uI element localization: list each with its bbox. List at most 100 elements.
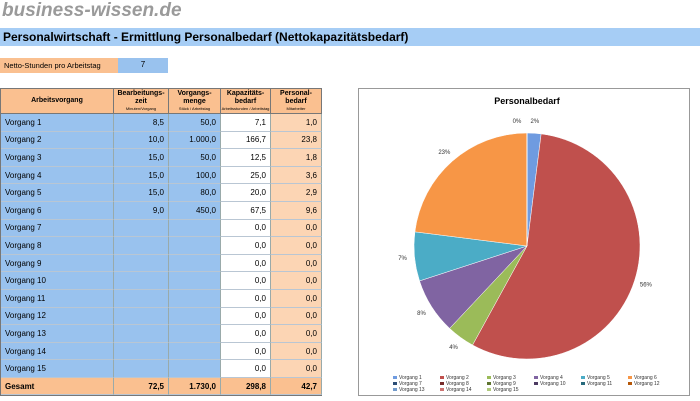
cell-value: 23,8 [271, 131, 322, 150]
legend-label: Vorgang 11 [587, 381, 612, 387]
header-text: Personal- [280, 90, 312, 97]
cell-value: 0,0 [221, 290, 271, 308]
legend-label: Vorgang 15 [493, 387, 519, 393]
data-label: 0% [513, 119, 522, 125]
cell-value: 0,0 [221, 219, 271, 238]
row-label: Vorgang 11 [1, 290, 114, 308]
legend-swatch [628, 382, 632, 385]
legend-swatch [628, 376, 632, 379]
total-label: Gesamt [1, 378, 114, 395]
data-label: 23% [438, 150, 451, 156]
cell-value: 2,9 [271, 184, 322, 202]
cell-value: 0,0 [271, 272, 322, 290]
header-text: Arbeitsvorgang [31, 97, 83, 104]
row-label: Vorgang 12 [1, 307, 114, 326]
total-value: 42,7 [271, 378, 322, 395]
cell-value: 1.000,0 [169, 131, 221, 150]
column-header: Personal-bedarf Mitarbeiter [271, 89, 322, 114]
legend-label: Vorgang 14 [446, 387, 472, 393]
cell-value: 0,0 [271, 290, 322, 308]
legend-label: Vorgang 13 [399, 387, 425, 393]
header-unit: Mitarbeiter [286, 106, 306, 111]
column-header: Bearbeitungs-zeit Minuten/Vorgang [114, 89, 169, 114]
total-value: 72,5 [114, 378, 169, 395]
legend-label: Vorgang 4 [540, 375, 563, 381]
legend-swatch [581, 382, 585, 385]
cell-value: 3,6 [271, 166, 322, 185]
legend-label: Vorgang 9 [493, 381, 516, 387]
header-text: zeit [135, 98, 147, 105]
cell-value [114, 360, 169, 378]
cell-value: 80,0 [169, 184, 221, 202]
cell-value: 15,0 [114, 149, 169, 167]
total-value: 298,8 [221, 378, 271, 395]
header-unit: Stück / Arbeitstag [178, 106, 211, 111]
cell-value [169, 219, 221, 238]
cell-value [169, 325, 221, 343]
header-text: bedarf [285, 98, 307, 105]
data-label: 8% [417, 311, 426, 317]
legend-label: Vorgang 2 [446, 375, 469, 381]
column-header: Arbeitsvorgang [1, 89, 114, 114]
header-text: Vorgangs- [177, 90, 212, 97]
cell-value: 0,0 [221, 342, 271, 361]
cell-value [114, 342, 169, 361]
cell-value: 9,0 [114, 202, 169, 220]
header-text: Bearbeitungs- [117, 90, 165, 97]
column-header: Vorgangs-menge Stück / Arbeitstag [169, 89, 221, 114]
legend-label: Vorgang 1 [399, 375, 422, 381]
column-header: Kapazitäts-bedarf Arbeitsstunden / Arbeit… [221, 89, 271, 114]
cell-value [169, 290, 221, 308]
data-label: 56% [640, 283, 653, 289]
cell-value: 0,0 [221, 360, 271, 378]
row-label: Vorgang 3 [1, 149, 114, 167]
cell-value: 7,1 [221, 114, 271, 132]
cell-value: 0,0 [271, 342, 322, 361]
row-label: Vorgang 4 [1, 166, 114, 185]
legend-swatch [440, 388, 444, 391]
cell-value: 450,0 [169, 202, 221, 220]
input-value[interactable]: 7 [118, 58, 168, 73]
legend-swatch [440, 382, 444, 385]
table: Arbeitsvorgang Bearbeitungs-zeit Minuten/V… [0, 88, 322, 396]
cell-value [114, 290, 169, 308]
header-unit: Arbeitsstunden / Arbeitstag [221, 106, 270, 111]
row-label: Vorgang 9 [1, 254, 114, 273]
input-label: Netto-Stunden pro Arbeitstag [0, 58, 118, 73]
cell-value: 0,0 [271, 219, 322, 238]
cell-value: 0,0 [271, 254, 322, 273]
legend-swatch [393, 382, 397, 385]
legend-swatch [440, 376, 444, 379]
legend-swatch [534, 376, 538, 379]
cell-value [114, 325, 169, 343]
legend-swatch [487, 376, 491, 379]
legend-label: Vorgang 7 [399, 381, 422, 387]
data-label: 7% [398, 256, 407, 262]
cell-value: 10,0 [114, 131, 169, 150]
cell-value: 0,0 [221, 307, 271, 326]
legend-swatch [487, 388, 491, 391]
row-label: Vorgang 5 [1, 184, 114, 202]
cell-value: 0,0 [221, 254, 271, 273]
data-label: 2% [531, 119, 540, 125]
cell-value: 15,0 [114, 166, 169, 185]
cell-value: 0,0 [271, 325, 322, 343]
cell-value: 0,0 [221, 272, 271, 290]
cell-value [114, 237, 169, 255]
cell-value: 100,0 [169, 166, 221, 185]
header-text: bedarf [234, 98, 257, 105]
cell-value: 8,5 [114, 114, 169, 132]
legend-swatch [581, 376, 585, 379]
cell-value: 1,8 [271, 149, 322, 167]
header-text: menge [183, 98, 206, 105]
cell-value: 67,5 [221, 202, 271, 220]
row-label: Vorgang 7 [1, 219, 114, 238]
row-label: Vorgang 15 [1, 360, 114, 378]
legend-label: Vorgang 3 [493, 375, 516, 381]
cell-value [169, 342, 221, 361]
row-label: Vorgang 2 [1, 131, 114, 150]
row-label: Vorgang 13 [1, 325, 114, 343]
